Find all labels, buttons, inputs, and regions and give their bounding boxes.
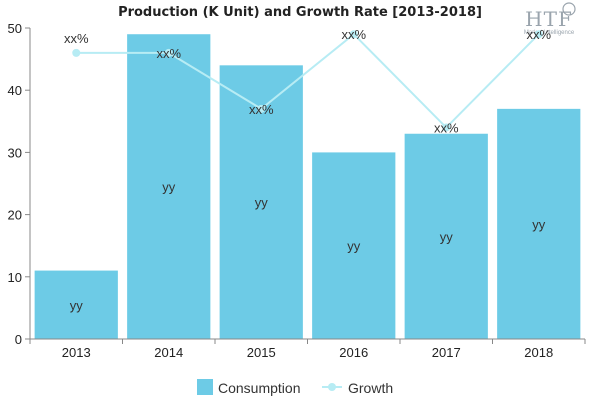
growth-point-2017 xyxy=(442,123,451,132)
watermark-subtext: Market Intelligence xyxy=(524,30,575,36)
globe-icon xyxy=(562,2,576,16)
bar-value-label: yy xyxy=(347,239,361,254)
y-tick-label: 10 xyxy=(8,270,22,285)
chart-title: Production (K Unit) and Growth Rate [201… xyxy=(118,5,482,20)
bar-2013 xyxy=(34,270,118,339)
bar-2018 xyxy=(497,108,581,339)
legend-label-growth: Growth xyxy=(348,380,393,396)
x-tick-label: 2013 xyxy=(62,345,91,360)
watermark-logo: HTF Market Intelligence xyxy=(524,2,576,36)
bar-2014 xyxy=(127,34,211,339)
legend: Consumption Growth xyxy=(197,379,393,396)
growth-line-group xyxy=(72,30,543,132)
bar-2017 xyxy=(404,133,488,339)
bar-value-label: yy xyxy=(162,180,176,195)
y-axis: 0 10 20 30 40 50 xyxy=(8,21,31,347)
bar-value-label: yy xyxy=(70,298,84,313)
growth-point-2013 xyxy=(72,48,81,57)
legend-label-consumption: Consumption xyxy=(218,380,301,396)
x-tick-label: 2018 xyxy=(524,345,553,360)
bar-value-label: yy xyxy=(440,229,454,244)
y-tick-label: 20 xyxy=(8,208,22,223)
y-tick-label: 0 xyxy=(15,332,22,347)
x-tick-label: 2014 xyxy=(154,345,183,360)
growth-value-label: xx% xyxy=(156,46,181,61)
watermark-text: HTF xyxy=(525,7,573,31)
line-labels-group: xx% xx% xx% xx% xx% xx% xyxy=(64,27,552,135)
x-tick-label: 2016 xyxy=(339,345,368,360)
x-tick-label: 2015 xyxy=(247,345,276,360)
x-tick-label: 2017 xyxy=(432,345,461,360)
growth-point-2018 xyxy=(534,30,543,39)
legend-swatch-consumption xyxy=(197,379,213,395)
bar-labels-group: yy yy yy yy yy yy xyxy=(70,180,546,313)
growth-point-2014 xyxy=(164,48,173,57)
growth-value-label: xx% xyxy=(341,27,366,42)
y-tick-label: 50 xyxy=(8,21,22,36)
bar-value-label: yy xyxy=(532,217,546,232)
growth-point-2016 xyxy=(349,30,358,39)
y-tick-label: 40 xyxy=(8,83,22,98)
y-tick-label: 30 xyxy=(8,145,22,160)
growth-point-2015 xyxy=(257,104,266,113)
bar-2016 xyxy=(312,152,396,339)
legend-swatch-growth-point xyxy=(328,383,336,391)
growth-series-line xyxy=(76,32,540,129)
bars-group xyxy=(34,34,581,339)
growth-extra-label: xx% xyxy=(64,31,89,46)
growth-value-label: xx% xyxy=(526,27,551,42)
growth-value-label: xx% xyxy=(434,121,459,136)
bar-value-label: yy xyxy=(255,195,269,210)
growth-value-label: xx% xyxy=(249,102,274,117)
x-axis: 2013 2014 2015 2016 2017 2018 xyxy=(29,338,586,360)
